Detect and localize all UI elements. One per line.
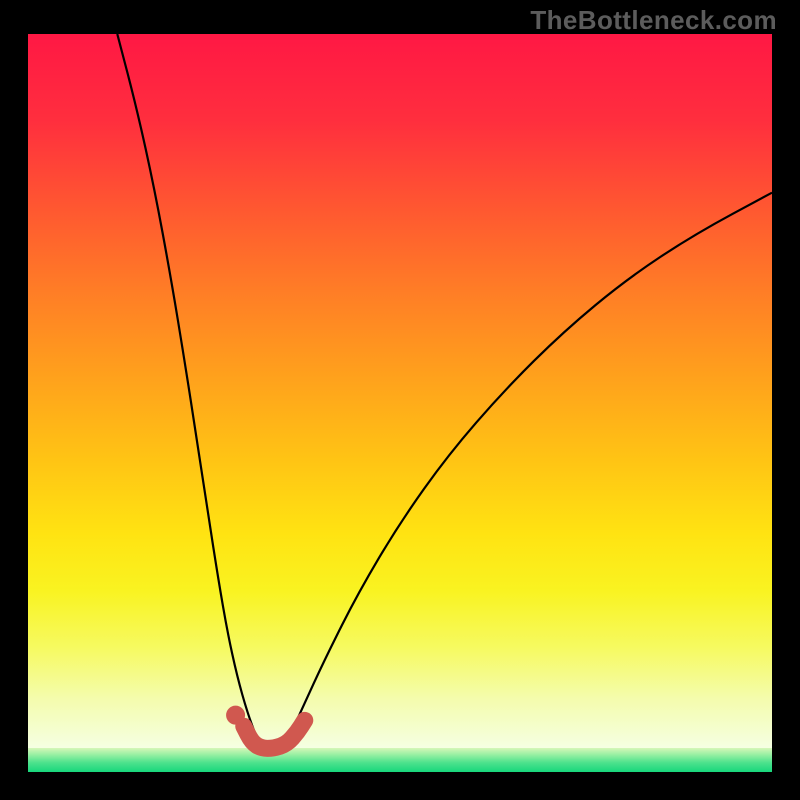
chart-svg [28,34,772,772]
frame-left [0,0,28,800]
frame-bottom [0,772,800,800]
watermark-text: TheBottleneck.com [530,5,777,36]
plot-area [28,34,772,772]
v-curve [117,34,772,742]
stage: TheBottleneck.com [0,0,800,800]
frame-right [772,0,800,800]
